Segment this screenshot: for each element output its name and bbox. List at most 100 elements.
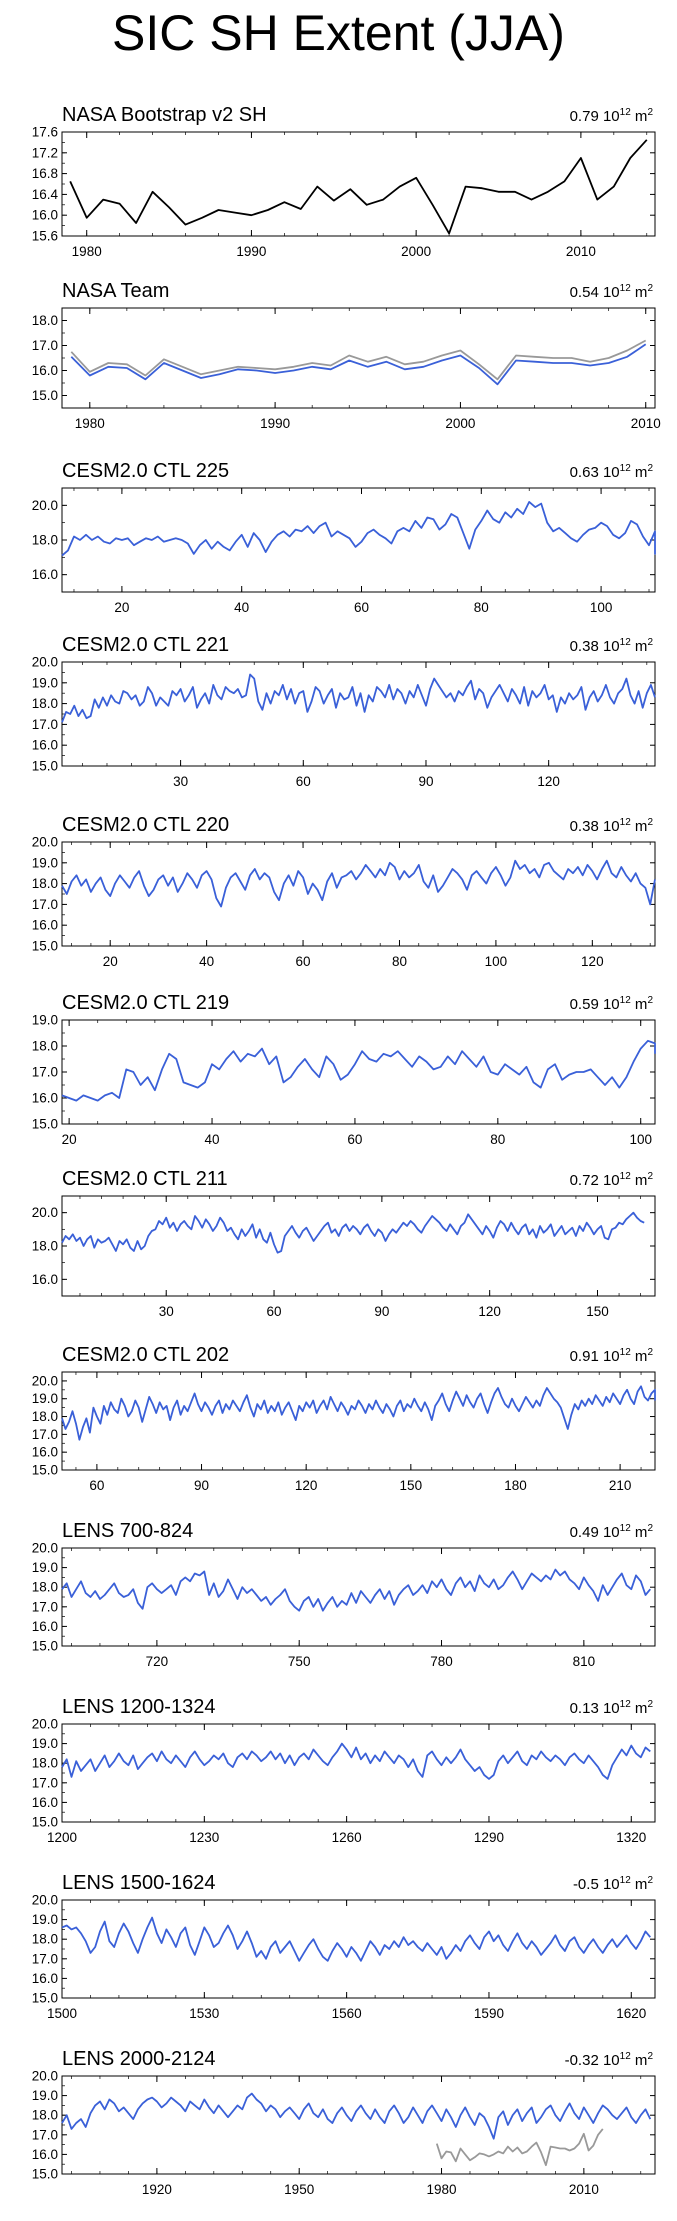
x-tick-label: 1980 <box>75 416 105 431</box>
y-tick-label: 16.0 <box>32 1971 58 1986</box>
y-tick-label: 20.0 <box>32 655 58 670</box>
y-tick-label: 18.0 <box>32 876 58 891</box>
x-tick-label: 810 <box>573 1654 596 1669</box>
x-tick-label: 1320 <box>616 1830 646 1845</box>
x-tick-label: 40 <box>205 1132 220 1147</box>
y-tick-label: 18.0 <box>32 1756 58 1771</box>
x-tick-label: 1620 <box>616 2006 646 2021</box>
series-line <box>61 2092 652 2140</box>
chart-panel: LENS 2000-2124 -0.32 1012 m2 15.0 16.0 17.0 1… <box>32 2048 656 2197</box>
y-tick-label: 15.0 <box>32 759 58 774</box>
y-tick-label: 20.0 <box>32 2069 58 2084</box>
page-title: SIC SH Extent (JJA) <box>112 5 565 61</box>
series-line <box>61 1385 656 1441</box>
x-tick-label: 90 <box>374 1304 389 1319</box>
chart-panel: LENS 1200-1324 0.13 1012 m2 15.0 16.0 17.0 18… <box>32 1696 656 1845</box>
x-tick-label: 750 <box>288 1654 311 1669</box>
panel-title: CESM2.0 CTL 211 <box>62 1168 228 1190</box>
x-tick-label: 1990 <box>236 244 266 259</box>
chart-panel: LENS 700-824 0.49 1012 m2 15.0 16.0 17.0 18.0… <box>32 1520 656 1669</box>
y-tick-label: 19.0 <box>32 1912 58 1927</box>
trend-label: 0.72 1012 m2 <box>570 1171 654 1189</box>
x-tick-label: 1290 <box>474 1830 504 1845</box>
x-tick-label: 1260 <box>332 1830 362 1845</box>
y-tick-label: 17.0 <box>32 1775 58 1790</box>
x-tick-label: 60 <box>347 1132 362 1147</box>
y-tick-label: 15.0 <box>32 2167 58 2182</box>
y-tick-label: 17.0 <box>32 338 58 353</box>
x-tick-label: 120 <box>581 954 604 969</box>
x-tick-label: 100 <box>590 600 613 615</box>
y-tick-label: 18.0 <box>32 1932 58 1947</box>
x-tick-label: 1560 <box>332 2006 362 2021</box>
x-tick-label: 100 <box>485 954 508 969</box>
chart-panel: CESM2.0 CTL 211 0.72 1012 m2 16.0 18.0 20.0 3… <box>32 1168 656 1319</box>
x-tick-label: 80 <box>392 954 407 969</box>
series-line <box>61 1742 651 1780</box>
y-tick-label: 20.0 <box>32 1717 58 1732</box>
y-tick-label: 20.0 <box>32 1373 58 1388</box>
series-line <box>69 139 648 235</box>
plot-frame <box>61 131 656 237</box>
plot-frame <box>61 661 656 767</box>
x-tick-label: 80 <box>490 1132 505 1147</box>
trend-label: 0.38 1012 m2 <box>570 817 654 835</box>
y-tick-label: 17.2 <box>32 145 58 160</box>
series-line <box>61 1568 651 1612</box>
chart-panel: CESM2.0 CTL 221 0.38 1012 m2 15.0 16.0 17.0 1… <box>32 634 656 789</box>
y-tick-label: 17.0 <box>32 717 58 732</box>
x-tick-label: 2010 <box>569 2182 599 2197</box>
series-line <box>435 2128 604 2167</box>
x-tick-label: 1950 <box>284 2182 314 2197</box>
y-tick-label: 17.0 <box>32 897 58 912</box>
chart-panel: LENS 1500-1624 -0.5 1012 m2 15.0 16.0 17.0 18… <box>32 1872 656 2021</box>
y-tick-label: 15.0 <box>32 1463 58 1478</box>
x-tick-label: 1530 <box>189 2006 219 2021</box>
x-tick-label: 100 <box>629 1132 652 1147</box>
y-tick-label: 18.0 <box>32 1580 58 1595</box>
x-tick-label: 40 <box>234 600 249 615</box>
series-line <box>61 1039 656 1102</box>
y-tick-label: 18.0 <box>32 1039 58 1054</box>
y-tick-label: 15.0 <box>32 1639 58 1654</box>
y-tick-label: 20.0 <box>32 1541 58 1556</box>
chart-panel: CESM2.0 CTL 202 0.91 1012 m2 15.0 16.0 17.0 1… <box>32 1344 656 1493</box>
plot-frame <box>61 2075 656 2175</box>
x-tick-label: 210 <box>609 1478 632 1493</box>
series-line <box>70 343 647 386</box>
y-tick-label: 19.0 <box>32 2088 58 2103</box>
y-tick-label: 20.0 <box>32 1205 58 1220</box>
y-tick-label: 15.0 <box>32 1991 58 2006</box>
y-tick-label: 17.0 <box>32 2127 58 2142</box>
x-tick-label: 120 <box>295 1478 318 1493</box>
y-tick-label: 19.0 <box>32 1560 58 1575</box>
x-tick-label: 80 <box>474 600 489 615</box>
y-tick-label: 17.0 <box>32 1065 58 1080</box>
trend-label: -0.32 1012 m2 <box>565 2051 654 2069</box>
y-tick-label: 19.0 <box>32 1736 58 1751</box>
y-tick-label: 17.0 <box>32 1599 58 1614</box>
trend-label: -0.5 1012 m2 <box>573 1875 654 1893</box>
trend-label: 0.54 1012 m2 <box>570 283 654 301</box>
x-tick-label: 1990 <box>260 416 290 431</box>
y-tick-label: 18.0 <box>32 696 58 711</box>
y-tick-label: 19.0 <box>32 1391 58 1406</box>
x-tick-label: 60 <box>296 954 311 969</box>
y-tick-label: 16.4 <box>32 187 59 202</box>
x-tick-label: 1500 <box>47 2006 77 2021</box>
x-tick-label: 2000 <box>401 244 431 259</box>
series-line <box>61 1916 651 1962</box>
panel-title: LENS 1200-1324 <box>62 1696 215 1718</box>
y-tick-label: 15.0 <box>32 1815 58 1830</box>
y-tick-label: 17.0 <box>32 1427 58 1442</box>
panel-title: LENS 1500-1624 <box>62 1872 215 1894</box>
x-tick-label: 20 <box>103 954 118 969</box>
x-tick-label: 60 <box>267 1304 282 1319</box>
x-tick-label: 150 <box>586 1304 609 1319</box>
y-tick-label: 18.0 <box>32 1409 58 1424</box>
plot-frame <box>61 1723 656 1823</box>
y-tick-label: 16.8 <box>32 166 58 181</box>
y-tick-label: 16.0 <box>32 2147 58 2162</box>
y-tick-label: 18.0 <box>32 1239 58 1254</box>
series-line <box>70 339 647 381</box>
